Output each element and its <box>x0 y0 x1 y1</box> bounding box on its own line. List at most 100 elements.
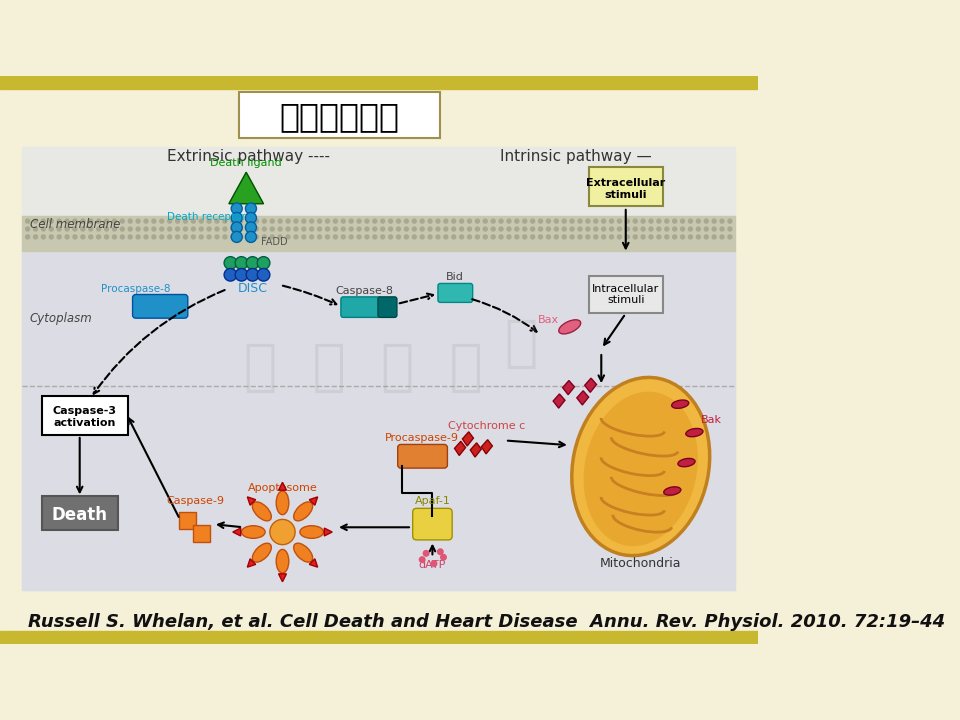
Circle shape <box>673 227 677 231</box>
Circle shape <box>563 235 566 239</box>
Circle shape <box>333 235 337 239</box>
Circle shape <box>578 219 582 223</box>
Circle shape <box>460 227 464 231</box>
Circle shape <box>239 219 243 223</box>
Circle shape <box>396 235 400 239</box>
Text: dATP: dATP <box>419 560 446 570</box>
Circle shape <box>105 219 108 223</box>
Bar <box>0 631 757 644</box>
Circle shape <box>81 227 84 231</box>
Circle shape <box>34 219 37 223</box>
Circle shape <box>310 219 314 223</box>
Polygon shape <box>309 559 318 567</box>
Circle shape <box>286 227 290 231</box>
Circle shape <box>270 519 295 544</box>
Circle shape <box>523 235 527 239</box>
Circle shape <box>88 227 93 231</box>
FancyBboxPatch shape <box>42 496 117 531</box>
Circle shape <box>665 227 669 231</box>
Circle shape <box>357 235 361 239</box>
Circle shape <box>688 219 692 223</box>
FancyBboxPatch shape <box>397 444 447 468</box>
Circle shape <box>333 227 337 231</box>
Circle shape <box>81 219 84 223</box>
Circle shape <box>546 227 550 231</box>
Circle shape <box>665 235 669 239</box>
Circle shape <box>712 219 716 223</box>
Polygon shape <box>278 482 286 490</box>
Circle shape <box>381 235 385 239</box>
Circle shape <box>49 235 53 239</box>
Circle shape <box>286 235 290 239</box>
Circle shape <box>152 227 156 231</box>
Circle shape <box>420 219 424 223</box>
Ellipse shape <box>294 502 313 521</box>
Circle shape <box>602 235 606 239</box>
Circle shape <box>112 219 116 223</box>
Circle shape <box>176 219 180 223</box>
Circle shape <box>88 219 93 223</box>
Circle shape <box>310 227 314 231</box>
Circle shape <box>554 235 559 239</box>
Circle shape <box>720 219 724 223</box>
Circle shape <box>34 227 37 231</box>
Circle shape <box>460 219 464 223</box>
Circle shape <box>120 227 124 231</box>
Circle shape <box>483 219 488 223</box>
Circle shape <box>58 235 61 239</box>
Circle shape <box>539 219 542 223</box>
Ellipse shape <box>685 428 703 437</box>
Circle shape <box>428 227 432 231</box>
Circle shape <box>231 222 242 233</box>
Polygon shape <box>232 528 241 536</box>
Bar <box>22 251 735 590</box>
Circle shape <box>681 227 684 231</box>
Circle shape <box>271 235 275 239</box>
Circle shape <box>681 219 684 223</box>
Circle shape <box>539 235 542 239</box>
Circle shape <box>144 219 148 223</box>
Circle shape <box>152 235 156 239</box>
Ellipse shape <box>559 320 581 334</box>
Text: Mitochondria: Mitochondria <box>600 557 682 570</box>
Circle shape <box>235 269 248 281</box>
Circle shape <box>688 227 692 231</box>
Circle shape <box>271 219 275 223</box>
Circle shape <box>728 219 732 223</box>
Circle shape <box>531 227 535 231</box>
Text: Apoptosome: Apoptosome <box>248 483 318 493</box>
Circle shape <box>224 256 237 269</box>
Circle shape <box>444 235 447 239</box>
Circle shape <box>176 235 180 239</box>
Circle shape <box>230 227 235 231</box>
Circle shape <box>657 227 660 231</box>
Circle shape <box>688 235 692 239</box>
Circle shape <box>65 235 69 239</box>
Text: Extrinsic pathway ----: Extrinsic pathway ---- <box>167 149 330 164</box>
Circle shape <box>159 219 164 223</box>
Circle shape <box>492 227 495 231</box>
Circle shape <box>41 227 45 231</box>
Circle shape <box>625 235 630 239</box>
Text: Cell membrane: Cell membrane <box>30 218 120 231</box>
Circle shape <box>431 561 437 567</box>
FancyBboxPatch shape <box>132 294 188 318</box>
Circle shape <box>301 219 306 223</box>
Circle shape <box>452 219 456 223</box>
Circle shape <box>673 219 677 223</box>
Circle shape <box>168 235 172 239</box>
Circle shape <box>200 235 204 239</box>
Circle shape <box>720 227 724 231</box>
Circle shape <box>578 235 582 239</box>
Ellipse shape <box>584 392 698 546</box>
Circle shape <box>483 227 488 231</box>
Circle shape <box>657 235 660 239</box>
Circle shape <box>120 235 124 239</box>
Circle shape <box>634 235 637 239</box>
Circle shape <box>554 227 559 231</box>
Circle shape <box>191 219 195 223</box>
Circle shape <box>357 219 361 223</box>
Circle shape <box>41 219 45 223</box>
Circle shape <box>136 235 140 239</box>
Circle shape <box>144 235 148 239</box>
